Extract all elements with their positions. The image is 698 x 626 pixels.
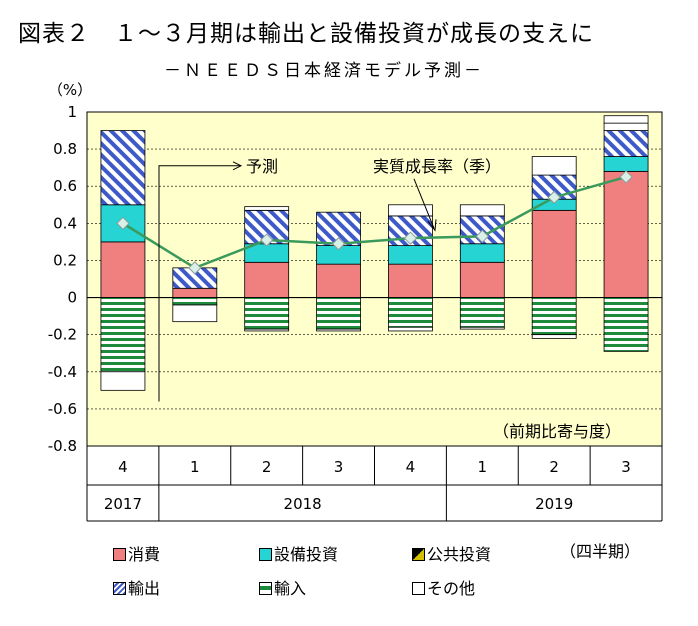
growth-rate-point bbox=[116, 216, 130, 231]
bar-consumption bbox=[100, 241, 146, 298]
x-tick-label: 3 bbox=[621, 458, 631, 476]
growth-rate-point bbox=[619, 170, 633, 184]
bar-exports bbox=[603, 130, 649, 157]
bar-other bbox=[603, 115, 649, 124]
x-tick-label: 2 bbox=[262, 458, 272, 476]
legend-swatch-other bbox=[412, 582, 425, 595]
bar-imports bbox=[531, 297, 577, 336]
bar-other bbox=[100, 371, 146, 391]
bar-other bbox=[244, 328, 290, 332]
growth-rate-point bbox=[331, 237, 346, 251]
y-tick-label: 1 bbox=[67, 103, 77, 121]
bar-capex bbox=[603, 156, 649, 172]
x-tick-label: 3 bbox=[334, 458, 344, 476]
bar-consumption bbox=[244, 261, 290, 298]
y-tick-label: 0.8 bbox=[53, 140, 77, 158]
bar-other bbox=[388, 204, 433, 217]
bar-imports bbox=[100, 297, 146, 373]
growth-rate-point bbox=[475, 229, 490, 244]
bar-imports bbox=[172, 297, 218, 306]
y-tick-label: -0.8 bbox=[48, 437, 77, 455]
forecast-label: 予測 bbox=[246, 157, 278, 176]
legend-item-consumption: 消費 bbox=[113, 541, 160, 565]
chart-title: 図表２ １～３月期は輸出と設備投資が成長の支えに bbox=[18, 21, 594, 47]
growth-rate-point bbox=[259, 233, 274, 247]
basis-label: （前期比寄与度） bbox=[493, 422, 621, 441]
bar-other bbox=[531, 334, 577, 339]
bar-consumption bbox=[316, 263, 361, 298]
bar-consumption bbox=[172, 287, 218, 298]
bar-other bbox=[244, 206, 290, 211]
y-tick-label: -0.4 bbox=[48, 363, 77, 381]
y-tick-label: 0.2 bbox=[53, 251, 77, 269]
growth-rate-point bbox=[547, 190, 561, 205]
forecast-marker-line bbox=[158, 165, 241, 402]
bar-imports bbox=[244, 297, 290, 330]
growth-rate-arrow-head bbox=[427, 219, 437, 232]
bar-imports bbox=[459, 297, 505, 328]
bar-other bbox=[459, 326, 505, 330]
legend-swatch-capex bbox=[259, 548, 272, 561]
growth-rate-point bbox=[188, 261, 202, 275]
bar-capex bbox=[459, 243, 505, 263]
legend-label-consumption: 消費 bbox=[128, 545, 161, 564]
legend-label-capex: 設備投資 bbox=[274, 545, 339, 564]
bar-consumption bbox=[459, 261, 505, 298]
x-tick-label: 4 bbox=[406, 458, 416, 476]
bar-imports bbox=[388, 297, 433, 328]
year-label: 2019 bbox=[535, 495, 573, 513]
year-label: 2018 bbox=[284, 495, 322, 513]
growth-rate-label: 実質成長率（季） bbox=[373, 157, 501, 176]
legend-swatch-public bbox=[412, 548, 425, 561]
bar-capex bbox=[388, 245, 433, 265]
growth-rate-line bbox=[122, 175, 627, 270]
bar-exports bbox=[100, 130, 146, 206]
growth-rate-point bbox=[403, 231, 418, 245]
legend-item-other: その他 bbox=[412, 575, 475, 599]
x-tick-label: 2 bbox=[549, 458, 559, 476]
x-tick-label: 4 bbox=[118, 458, 128, 476]
y-tick-label: 0 bbox=[67, 289, 77, 307]
forecast-arrow-head bbox=[232, 161, 243, 171]
bar-other bbox=[388, 326, 433, 332]
legend-label-exports: 輸出 bbox=[128, 579, 161, 598]
y-tick-label: -0.6 bbox=[48, 400, 77, 418]
bar-imports bbox=[316, 297, 361, 330]
x-tick-label: 1 bbox=[190, 458, 200, 476]
bar-other bbox=[459, 204, 505, 217]
bar-consumption bbox=[531, 209, 577, 298]
bar-consumption bbox=[388, 263, 433, 298]
chart-subtitle: －ＮＥＥＤＳ日本経済モデル予測－ bbox=[164, 61, 484, 81]
bar-other bbox=[172, 304, 218, 323]
y-tick-label: 0.6 bbox=[53, 177, 77, 195]
legend-item-capex: 設備投資 bbox=[259, 541, 338, 565]
bar-imports bbox=[603, 297, 649, 352]
legend-swatch-consumption bbox=[113, 548, 126, 561]
y-tick-label: -0.2 bbox=[48, 326, 77, 344]
legend-item-public: 公共投資 bbox=[412, 541, 491, 565]
legend-label-imports: 輸入 bbox=[274, 579, 307, 598]
legend-label-public: 公共投資 bbox=[427, 545, 492, 564]
y-tick-label: 0.4 bbox=[53, 214, 77, 232]
legend-swatch-exports bbox=[113, 582, 126, 595]
y-axis-label: （%） bbox=[48, 81, 92, 99]
x-tick-label: 1 bbox=[478, 458, 488, 476]
legend-label-other: その他 bbox=[427, 579, 476, 598]
year-label: 2017 bbox=[104, 495, 142, 513]
bar-other bbox=[603, 122, 649, 131]
bar-other bbox=[316, 328, 361, 332]
period-unit-label: （四半期） bbox=[560, 542, 641, 561]
legend-item-exports: 輸出 bbox=[113, 575, 160, 599]
bar-consumption bbox=[603, 170, 649, 298]
legend-swatch-imports bbox=[259, 582, 272, 595]
growth-rate-arrow bbox=[413, 178, 435, 229]
bar-other bbox=[531, 156, 577, 176]
legend-item-imports: 輸入 bbox=[259, 575, 306, 599]
